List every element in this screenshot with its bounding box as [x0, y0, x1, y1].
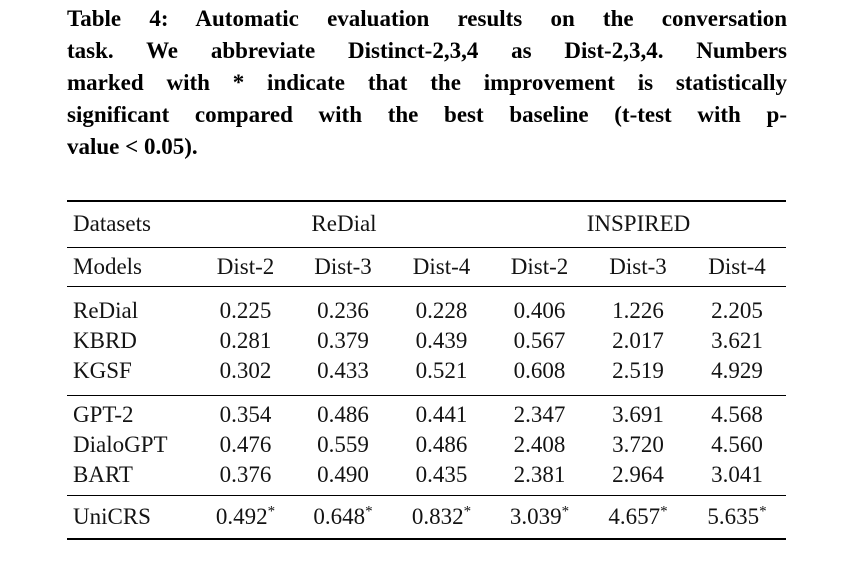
metric-value-cell: 4.657* — [608, 502, 668, 529]
table-caption: Table 4: Automatic evaluation results on… — [67, 3, 787, 163]
metric-value-cell: 2.017 — [612, 327, 664, 353]
metric-value-cell: 0.521 — [415, 357, 468, 383]
metric-value-cell: 0.433 — [317, 357, 369, 383]
dataset-group-inspired: INSPIRED — [586, 211, 691, 237]
caption-line: marked with * indicate that the improvem… — [67, 70, 787, 95]
metric-value-cell: 0.354 — [219, 401, 272, 427]
metric-value-cell: 0.435 — [415, 461, 468, 487]
model-name-cell: KGSF — [73, 357, 132, 383]
metric-value-cell: 4.568 — [711, 401, 763, 427]
significance-star: * — [660, 502, 668, 519]
metric-value-cell: 0.379 — [317, 327, 369, 353]
dataset-group-redial: ReDial — [311, 211, 377, 237]
results-table-container: Datasets ReDial INSPIRED Models Dist-2 D… — [67, 200, 787, 540]
results-table: Datasets ReDial INSPIRED Models Dist-2 D… — [67, 200, 787, 540]
metric-value-cell: 0.228 — [415, 297, 468, 323]
metric-value-cell: 0.486 — [317, 401, 369, 427]
models-label: Models — [73, 253, 142, 279]
caption-line: significant compared with the best basel… — [67, 102, 787, 127]
significance-star: * — [365, 502, 373, 519]
metric-value-cell: 0.490 — [317, 461, 369, 487]
metric-value-cell: 0.376 — [219, 461, 272, 487]
metric-value-cell: 1.226 — [612, 297, 664, 323]
metric-header: Dist-2 — [216, 253, 275, 279]
metric-value-cell: 0.406 — [513, 297, 566, 323]
metric-value-cell: 0.559 — [317, 431, 369, 457]
significance-star: * — [759, 502, 767, 519]
model-name-cell: DialoGPT — [73, 431, 168, 457]
metric-value-cell: 2.964 — [612, 461, 664, 487]
table-row-bart: BART 0.376 0.490 0.435 2.381 2.964 3.041 — [67, 460, 786, 496]
model-name-cell: GPT-2 — [73, 401, 134, 427]
metric-value-cell: 0.608 — [513, 357, 566, 383]
metric-value-cell: 3.720 — [612, 431, 664, 457]
metric-value-cell: 2.381 — [513, 461, 566, 487]
caption-line: task. We abbreviate Distinct-2,3,4 as Di… — [67, 38, 787, 63]
metric-value-cell: 0.236 — [317, 297, 369, 323]
dataset-header-row: Datasets ReDial INSPIRED — [67, 201, 787, 247]
model-name-cell: UniCRS — [73, 503, 151, 529]
significance-star: * — [463, 502, 472, 519]
metric-value-cell: 0.441 — [415, 401, 468, 427]
table-row-unicrs: UniCRS 0.492* 0.648* 0.832* 3.039* 4.657… — [67, 495, 786, 539]
model-name-cell: KBRD — [73, 327, 137, 353]
table-row-redial: ReDial 0.225 0.236 0.228 0.406 1.226 2.2… — [67, 286, 786, 326]
metric-value-cell: 3.039* — [509, 502, 570, 529]
metric-value-cell: 2.347 — [513, 401, 566, 427]
table-row-gpt2: GPT-2 0.354 0.486 0.441 2.347 3.691 4.56… — [67, 395, 786, 430]
model-name-cell: BART — [73, 461, 133, 487]
metric-header: Dist-4 — [708, 253, 766, 279]
metric-value-cell: 5.635* — [707, 502, 767, 529]
metric-value-cell: 2.408 — [513, 431, 566, 457]
metric-value-cell: 3.621 — [711, 327, 763, 353]
metric-value-cell: 0.281 — [219, 327, 272, 353]
metric-value-cell: 0.492* — [215, 502, 276, 529]
table-row-dialogpt: DialoGPT 0.476 0.559 0.486 2.408 3.720 4… — [67, 430, 786, 460]
table-row-kbrd: KBRD 0.281 0.379 0.439 0.567 2.017 3.621 — [67, 326, 786, 356]
metric-header-row: Models Dist-2 Dist-3 Dist-4 Dist-2 Dist-… — [67, 247, 787, 286]
table-row-kgsf: KGSF 0.302 0.433 0.521 0.608 2.519 4.929 — [67, 356, 786, 396]
metric-value-cell: 4.560 — [711, 431, 763, 457]
metric-value-cell: 0.567 — [513, 327, 566, 353]
metric-value-cell: 0.486 — [415, 431, 468, 457]
model-name-cell: ReDial — [73, 297, 139, 323]
metric-value-cell: 3.691 — [612, 401, 664, 427]
datasets-corner-label: Datasets — [73, 211, 151, 237]
metric-value-cell: 0.302 — [219, 357, 272, 383]
significance-star: * — [267, 502, 276, 519]
metric-value-cell: 0.439 — [415, 327, 468, 353]
metric-header: Dist-3 — [609, 253, 667, 279]
metric-value-cell: 0.476 — [219, 431, 272, 457]
caption-line: Table 4: Automatic evaluation results on… — [67, 6, 787, 31]
metric-value-cell: 0.832* — [411, 502, 472, 529]
metric-value-cell: 4.929 — [711, 357, 763, 383]
metric-value-cell: 3.041 — [711, 461, 763, 487]
caption-line: value < 0.05). — [67, 134, 198, 159]
metric-header: Dist-2 — [510, 253, 569, 279]
metric-value-cell: 0.648* — [313, 502, 373, 529]
metric-value-cell: 2.205 — [711, 297, 763, 323]
significance-star: * — [561, 502, 570, 519]
metric-header: Dist-3 — [314, 253, 372, 279]
metric-value-cell: 0.225 — [219, 297, 272, 323]
metric-header: Dist-4 — [412, 253, 471, 279]
metric-value-cell: 2.519 — [612, 357, 664, 383]
